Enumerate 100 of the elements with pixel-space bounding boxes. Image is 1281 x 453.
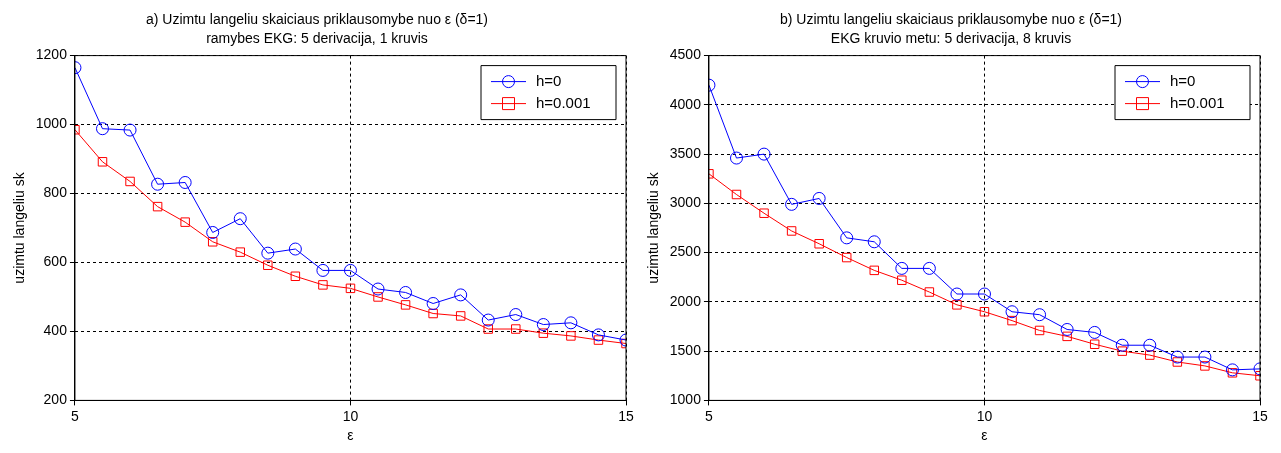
point [536,318,550,332]
point [786,226,797,236]
legend-label: h=0 [536,71,562,89]
y-tick-label: 1200 [35,46,68,63]
point [426,297,440,311]
point [316,263,330,277]
point [1117,346,1127,356]
y-tick-label: 3000 [669,194,702,211]
point [1115,338,1129,352]
point [1060,322,1074,336]
y-tick-label: 600 [43,253,68,270]
point [593,335,604,345]
point [1225,363,1239,377]
point [123,123,137,137]
point [977,287,991,301]
point [812,191,826,205]
point [399,285,413,299]
point [1034,325,1045,336]
y-tick-label: 4000 [669,95,702,112]
point [1005,305,1019,319]
x-tick-label: 15 [618,407,634,424]
legend-label: h=0.001 [536,93,591,111]
point [509,308,523,322]
point [263,260,273,270]
point [178,175,192,189]
point [757,147,771,161]
x-tick-label: 5 [705,407,714,424]
point [566,331,576,341]
point [731,189,742,200]
chart-title: b) Uzimtu langeliu skaiciaus priklausomybe nuo ε (δ=1) [779,11,1123,28]
point [950,287,964,301]
point [730,151,743,165]
point [1062,331,1072,342]
point [1172,357,1183,367]
point [152,201,163,212]
point [591,328,605,342]
point [897,275,907,285]
point [895,261,909,275]
point [235,247,245,257]
point [125,176,135,187]
point [151,177,165,191]
point [1089,339,1100,349]
y-axis-title: uzimtu langeliu sk [645,171,662,284]
point [288,242,302,256]
point [1227,368,1238,378]
point [1145,350,1155,360]
point [869,265,879,276]
point [97,157,108,167]
y-tick-label: 200 [43,391,68,408]
point [538,328,549,338]
x-tick-label: 15 [1252,407,1268,424]
y-tick-label: 400 [43,322,68,339]
y-tick-label: 800 [43,184,68,201]
y-tick-label: 1000 [669,391,702,408]
point [96,122,109,136]
x-axis-title: ε [347,427,354,444]
chart-title: a) Uzimtu langeliu skaiciaus priklausomybe nuo ε (δ=1) [145,11,489,28]
point [343,263,357,277]
y-tick-label: 3500 [669,144,702,161]
point [371,282,385,296]
point [233,212,247,226]
y-tick-label: 2500 [669,243,702,260]
y-axis-title: uzimtu langeliu sk [11,171,28,284]
x-tick-label: 10 [342,407,359,424]
point [455,311,466,321]
point [345,283,356,294]
point [1007,315,1017,326]
point [814,239,824,249]
point [483,324,493,334]
chart-subtitle: EKG kruvio metu: 5 derivacija, 8 kruvis [830,30,1072,47]
y-tick-label: 2000 [669,292,702,309]
point [840,231,854,245]
point [207,237,218,247]
point [454,288,468,302]
point [206,225,220,239]
point [261,246,275,260]
chart-subtitle: ramybes EKG: 5 derivacija, 1 kruvis [206,30,428,47]
point [952,300,962,310]
point [400,300,411,310]
point [318,280,328,290]
point [867,235,881,249]
y-tick-label: 4500 [669,46,702,63]
point [1170,350,1184,364]
point [922,261,936,275]
point [841,252,852,263]
x-tick-label: 5 [71,407,80,424]
point [1200,361,1210,371]
legend-label: h=0.001 [1170,93,1225,111]
point [564,316,578,330]
point [1033,308,1047,322]
point [511,324,521,334]
point [979,307,990,317]
point [180,217,190,227]
point [924,287,935,297]
point [290,271,301,282]
point [759,208,769,218]
point [373,292,383,302]
point [785,197,799,211]
y-tick-label: 1000 [35,115,68,132]
point [481,313,495,327]
